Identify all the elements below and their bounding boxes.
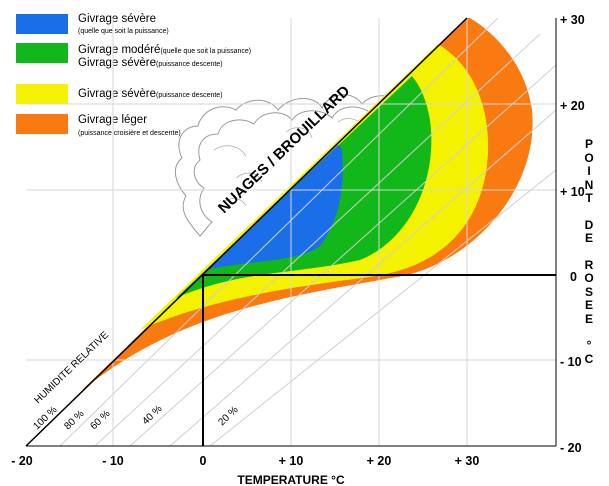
y-axis-label-letter: T <box>585 191 593 205</box>
y-axis-label-letter: E <box>584 298 593 312</box>
severe-descent-icing-swatch <box>16 84 68 104</box>
y-axis-label-letter: P <box>584 137 593 151</box>
x-tick-label: - 20 <box>11 454 33 468</box>
y-axis-label-letter: C <box>584 351 594 366</box>
legend-label-2: Givrage sévère(puissance descente) <box>78 57 223 69</box>
relative-humidity-label: HUMIDITE RELATIVE <box>32 329 111 406</box>
y-axis-label-letter: S <box>584 284 593 299</box>
x-tick-label: + 30 <box>455 454 480 468</box>
legend-label: Givrage modéré(quelle que soit la puissa… <box>78 44 252 56</box>
light-icing-swatch <box>16 114 68 134</box>
humidity-80-label: 80 % <box>62 408 86 432</box>
y-tick-label: + 20 <box>560 99 585 113</box>
legend-note: (puissance croisière et descente) <box>78 130 181 137</box>
y-axis-label-letter: D <box>584 217 594 232</box>
y-axis-label-letter: E <box>584 311 593 326</box>
y-axis-label-letter: I <box>587 164 591 178</box>
y-axis-label-letter: ° <box>586 338 592 352</box>
saturation-line <box>25 17 468 447</box>
y-axis-label-letter: E <box>584 231 593 245</box>
y-tick-label: 0 <box>570 270 577 284</box>
humidity-60-label: 60 % <box>88 408 112 432</box>
x-tick-label: - 10 <box>102 454 124 468</box>
y-tick-label: + 10 <box>560 185 585 199</box>
y-tick-label: + 30 <box>560 13 585 27</box>
y-tick-label: - 20 <box>560 441 582 455</box>
y-tick-label: - 10 <box>560 355 582 369</box>
legend-note: (quelle que soit la puissance) <box>78 28 169 35</box>
x-tick-label: + 10 <box>279 454 304 468</box>
y-axis-label-letter: R <box>584 257 594 272</box>
legend-label: Givrage sévère <box>78 13 156 25</box>
humidity-40-label: 40 % <box>140 403 164 427</box>
x-axis-label: TEMPERATURE °C <box>237 473 345 486</box>
y-axis-label-word: ° C <box>576 338 602 366</box>
moderate-icing-swatch <box>16 43 68 63</box>
y-axis-label-letter: O <box>584 150 594 165</box>
x-tick-label: + 20 <box>367 454 392 468</box>
legend-label: Givrage sévère(puissance descente) <box>78 88 223 100</box>
severe-icing-swatch <box>16 14 68 34</box>
y-axis-label-letter: N <box>584 177 594 192</box>
y-axis-label-letter: O <box>584 271 594 285</box>
y-axis-label: P O I N T D E R O S E E ° C <box>576 137 602 366</box>
x-tick-label: 0 <box>200 454 207 468</box>
